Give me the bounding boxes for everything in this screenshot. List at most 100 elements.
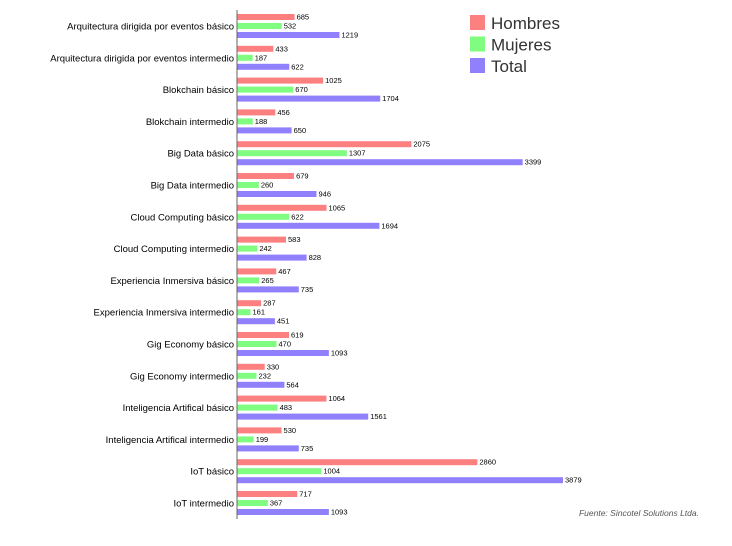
data-label: 483: [280, 403, 293, 412]
bar-total: [237, 445, 299, 452]
data-label: 1004: [323, 467, 340, 476]
data-label: 467: [278, 267, 291, 276]
data-label: 1025: [325, 76, 342, 85]
data-label: 564: [286, 380, 299, 389]
bar-mujeres: [237, 23, 282, 29]
bar-mujeres: [237, 372, 257, 379]
bar-total: [237, 350, 329, 356]
bar-total: [237, 381, 285, 388]
data-label: 1093: [331, 508, 348, 517]
category-label: Cloud Computing básico: [130, 212, 234, 223]
bar-hombres: [237, 268, 277, 275]
category-label: Experiencia Inmersiva básico: [110, 276, 234, 287]
category-label: Gig Economy intermedio: [130, 371, 234, 382]
data-label: 1561: [370, 412, 387, 421]
bar-total: [237, 32, 340, 38]
bar-hombres: [237, 363, 265, 370]
data-label: 367: [270, 499, 283, 508]
category-label: Blokchain básico: [163, 85, 234, 96]
data-label: 232: [258, 371, 271, 380]
category-label: Arquitectura dirigida por eventos básico: [67, 22, 234, 33]
category-label: Inteligencia Artifical intermedio: [106, 435, 234, 446]
bar-mujeres: [237, 500, 268, 506]
bar-total: [237, 318, 275, 325]
bar-mujeres: [237, 468, 322, 475]
legend-swatch-mujeres: [470, 36, 485, 52]
bar-total: [237, 63, 290, 70]
data-label: 685: [297, 13, 310, 22]
bar-total: [237, 159, 523, 166]
data-label: 3399: [525, 158, 542, 167]
bar-hombres: [237, 109, 276, 116]
source-note: Fuente: Sincotel Solutions Ltda.: [579, 508, 699, 518]
data-label: 1704: [382, 94, 399, 103]
bar-mujeres: [237, 150, 347, 157]
bar-mujeres: [237, 436, 254, 443]
data-label: 1093: [331, 349, 348, 358]
legend-label: Mujeres: [491, 36, 551, 55]
data-label: 717: [299, 490, 312, 499]
bar-mujeres: [237, 404, 278, 411]
data-label: 265: [261, 276, 274, 285]
bar-hombres: [237, 459, 478, 466]
data-label: 735: [301, 285, 314, 294]
bar-total: [237, 191, 317, 197]
bar-hombres: [237, 491, 298, 497]
category-label: Gig Economy básico: [147, 340, 234, 351]
data-label: 199: [256, 435, 269, 444]
data-label: 1694: [381, 221, 398, 230]
data-label: 188: [255, 117, 268, 126]
bar-total: [237, 413, 369, 420]
legend-swatch-hombres: [470, 15, 485, 30]
bar-total: [237, 127, 292, 134]
bar-hombres: [237, 204, 327, 211]
data-label: 946: [319, 190, 332, 199]
data-label: 330: [267, 362, 280, 371]
data-label: 619: [291, 331, 304, 340]
bar-mujeres: [237, 309, 251, 316]
bar-hombres: [237, 300, 262, 307]
bar-total: [237, 509, 329, 515]
bar-mujeres: [237, 182, 259, 188]
bar-hombres: [237, 141, 412, 148]
data-label: 287: [263, 299, 276, 308]
data-label: 433: [275, 44, 288, 53]
legend-swatch-total: [470, 58, 485, 73]
data-label: 470: [278, 340, 291, 349]
data-label: 622: [291, 212, 304, 221]
data-label: 670: [295, 85, 308, 94]
data-label: 828: [309, 253, 322, 262]
category-label: Experiencia Inmersiva intermedio: [94, 308, 234, 319]
data-label: 679: [296, 172, 309, 181]
data-label: 161: [253, 308, 266, 317]
bar-total: [237, 286, 299, 293]
bar-mujeres: [237, 277, 260, 284]
category-label: Big Data intermedio: [151, 181, 234, 192]
bar-mujeres: [237, 213, 290, 220]
category-label: Inteligencia Artifical básico: [123, 403, 234, 414]
legend-label: Total: [491, 57, 527, 76]
data-label: 530: [284, 426, 297, 435]
category-label: Cloud Computing intermedio: [114, 244, 234, 255]
category-label: IoT básico: [190, 467, 234, 478]
bar-total: [237, 254, 307, 261]
category-label: IoT intermedio: [173, 499, 234, 510]
bar-mujeres: [237, 86, 294, 93]
data-label: 187: [255, 53, 268, 62]
bar-mujeres: [237, 118, 253, 125]
bar-total: [237, 477, 563, 484]
category-label: Big Data básico: [167, 149, 234, 160]
data-label: 456: [277, 108, 290, 117]
bar-hombres: [237, 45, 274, 52]
data-label: 242: [259, 244, 272, 253]
data-label: 2075: [413, 140, 430, 149]
bar-mujeres: [237, 54, 253, 61]
data-label: 1219: [341, 31, 358, 40]
data-label: 1307: [349, 149, 366, 158]
data-label: 735: [301, 444, 314, 453]
category-label: Arquitectura dirigida por eventos interm…: [50, 53, 234, 64]
data-label: 1065: [329, 203, 346, 212]
bar-mujeres: [237, 341, 277, 347]
legend-label: Hombres: [491, 14, 560, 33]
bar-hombres: [237, 77, 324, 84]
